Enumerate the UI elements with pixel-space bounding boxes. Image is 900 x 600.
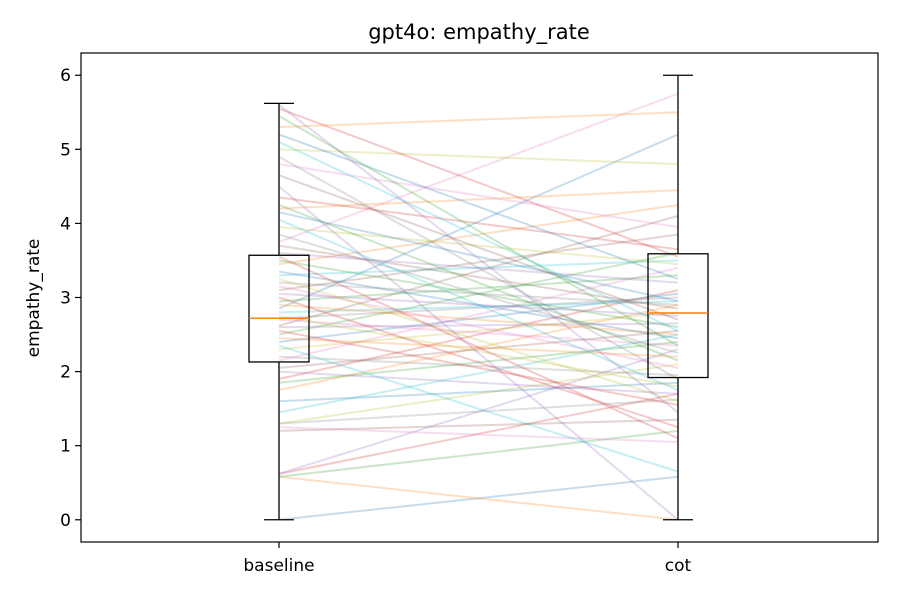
paired-line [278, 233, 679, 292]
y-axis: 0 1 2 3 4 5 6 [60, 66, 81, 531]
paired-line [278, 303, 679, 392]
paired-line [278, 322, 679, 329]
y-tick-label: 5 [60, 140, 71, 160]
paired-line [278, 226, 679, 266]
paired-line [278, 315, 679, 388]
y-axis-label: empathy_rate [24, 239, 44, 358]
paired-line [278, 392, 679, 475]
plot-area [248, 74, 709, 521]
paired-line [278, 255, 679, 440]
paired-line [278, 196, 679, 251]
paired-line [278, 107, 679, 258]
x-tick-label: cot [665, 556, 692, 576]
y-tick-label: 0 [60, 511, 71, 531]
paired-line [278, 92, 679, 243]
paired-line [278, 398, 679, 425]
paired-line [278, 340, 679, 384]
paired-line [278, 337, 679, 358]
paired-line [278, 203, 679, 266]
x-tick-label: baseline [243, 556, 314, 576]
paired-line [278, 111, 679, 129]
paired-line [278, 218, 679, 392]
paired-line [278, 285, 679, 369]
paired-line [278, 311, 679, 351]
paired-line [278, 203, 679, 362]
paired-line [278, 475, 679, 521]
paired-line [278, 266, 679, 362]
paired-line [278, 148, 679, 166]
plot-frame [80, 52, 879, 543]
paired-line [278, 296, 679, 429]
paired-line [278, 344, 679, 473]
paired-line [278, 381, 679, 403]
paired-line [278, 429, 679, 478]
paired-line [278, 292, 679, 343]
paired-line [278, 133, 679, 280]
paired-line [278, 244, 679, 310]
paired-line [278, 141, 679, 332]
x-axis: baseline cot [243, 542, 692, 576]
paired-line [278, 104, 679, 414]
paired-line [278, 233, 679, 355]
paired-line [278, 363, 679, 425]
paired-line [278, 370, 679, 395]
paired-line [278, 292, 679, 318]
box-baseline [248, 254, 310, 363]
paired-line [278, 300, 679, 314]
paired-line [278, 189, 679, 210]
paired-line [278, 274, 679, 303]
chart-title: gpt4o: empathy_rate [368, 20, 590, 45]
paired-line [278, 418, 679, 432]
paired-line [278, 270, 679, 340]
paired-line [278, 281, 679, 306]
paired-line [278, 426, 679, 443]
paired-line [278, 333, 679, 414]
paired-line [278, 318, 679, 347]
paired-line [278, 252, 679, 284]
paired-line [278, 174, 679, 321]
y-tick-label: 6 [60, 66, 71, 86]
paired-line [278, 185, 679, 521]
paired-line [278, 355, 679, 377]
paired-line [278, 289, 679, 380]
paired-line [278, 348, 679, 475]
paired-line [278, 296, 679, 320]
paired-line [278, 163, 679, 229]
y-tick-label: 4 [60, 214, 71, 234]
paired-line [278, 278, 679, 403]
y-tick-label: 1 [60, 437, 71, 457]
paired-line [278, 115, 679, 347]
paired-line [278, 259, 679, 277]
paired-line [278, 329, 679, 406]
paired-line [278, 259, 679, 329]
paired-line [278, 155, 679, 380]
paired-line [278, 211, 679, 303]
paired-line [278, 475, 679, 521]
box-cot [647, 253, 709, 379]
paired-line [278, 252, 679, 336]
y-tick-label: 3 [60, 289, 71, 309]
y-tick-label: 2 [60, 363, 71, 383]
paired-line [278, 329, 679, 369]
paired-line [278, 215, 679, 327]
paired-line [278, 303, 679, 336]
paired-line [278, 133, 679, 310]
